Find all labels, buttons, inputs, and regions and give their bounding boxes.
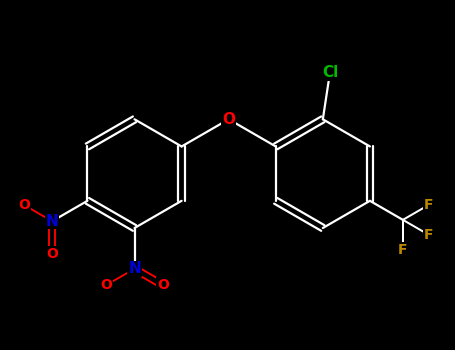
Text: O: O xyxy=(222,112,235,127)
Text: F: F xyxy=(398,243,408,257)
Text: F: F xyxy=(424,228,434,242)
Text: N: N xyxy=(128,261,141,276)
Text: O: O xyxy=(157,278,169,292)
Text: O: O xyxy=(46,247,58,261)
Text: Cl: Cl xyxy=(322,65,338,80)
Text: N: N xyxy=(46,214,59,229)
Text: O: O xyxy=(101,278,112,292)
Text: O: O xyxy=(18,198,30,212)
Text: F: F xyxy=(424,198,434,212)
